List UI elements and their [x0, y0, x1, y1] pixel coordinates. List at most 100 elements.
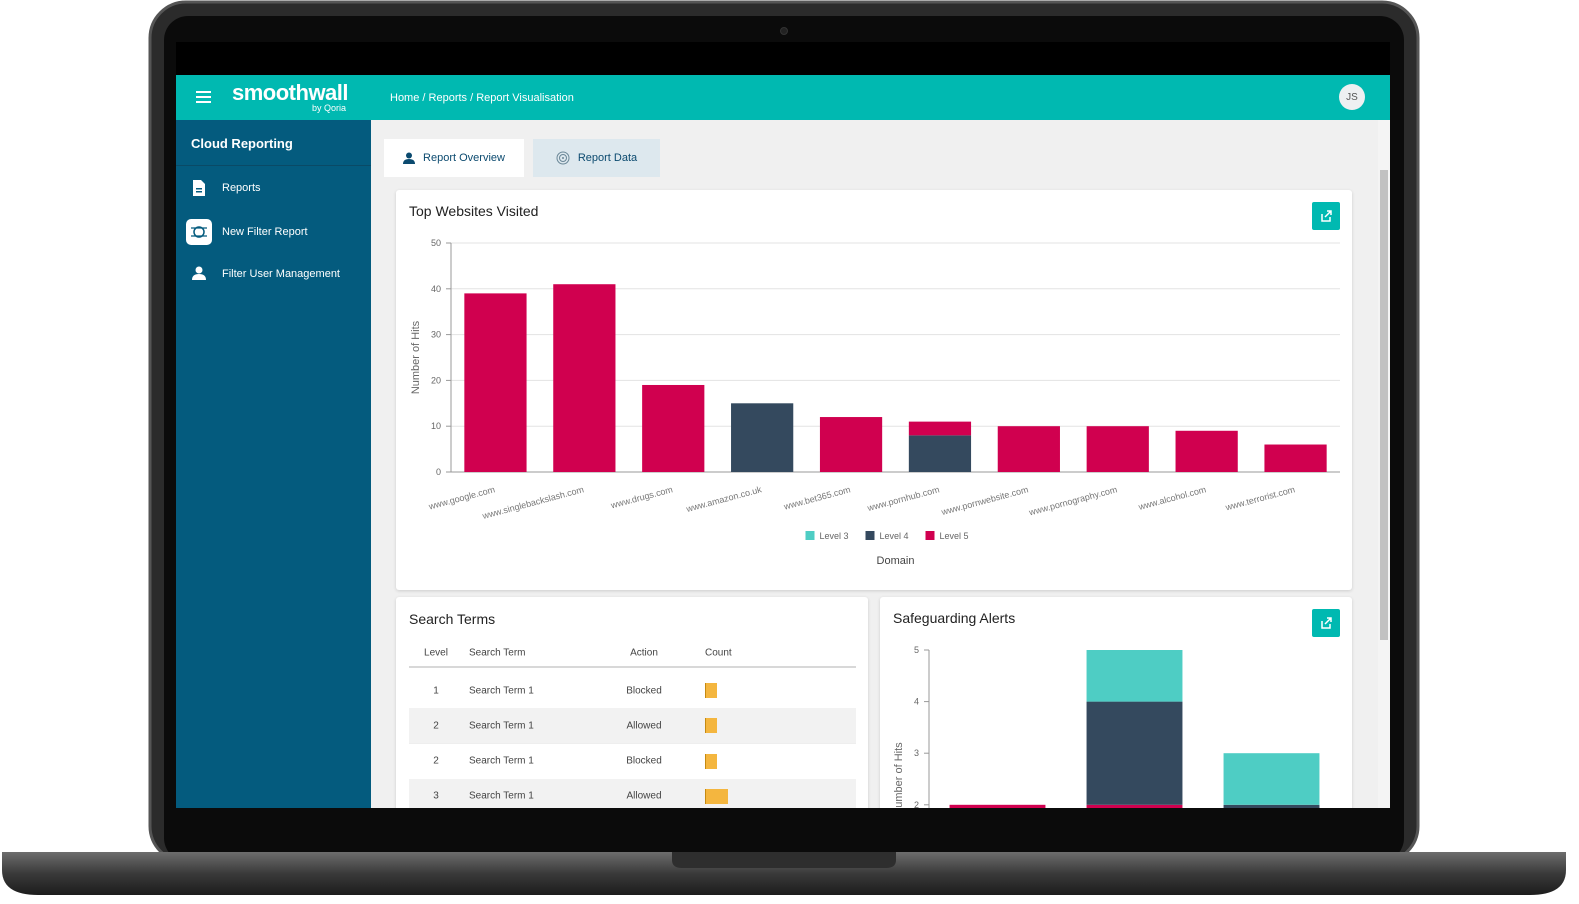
legend-swatch — [925, 531, 935, 540]
bar — [1086, 701, 1183, 805]
tab-active[interactable]: Report Overview — [384, 139, 524, 177]
reports-icon — [193, 180, 205, 196]
bar — [1086, 426, 1149, 472]
y-tick-label: 3 — [914, 748, 919, 758]
breadcrumb-link[interactable]: Home — [390, 92, 420, 104]
bar — [908, 421, 972, 436]
table-cell: 2 — [433, 720, 439, 732]
tab-icon — [556, 151, 570, 165]
x-tick-label: www.pornwebsite.com — [939, 484, 1029, 517]
x-tick-label: www.alcohol.com — [1136, 484, 1207, 512]
chart-title: Safeguarding Alerts — [893, 610, 1015, 626]
bar — [1264, 444, 1327, 472]
count-bar — [705, 753, 717, 769]
sidebar-title: Cloud Reporting — [191, 136, 293, 151]
y-axis-label: Number of Hits — [893, 742, 905, 808]
y-tick-label: 4 — [914, 697, 919, 707]
table-cell: Search Term 1 — [469, 720, 534, 732]
x-tick-label: www.google.com — [427, 484, 496, 512]
table-cell: 1 — [433, 685, 439, 696]
count-bar — [705, 788, 728, 804]
y-tick-label: 5 — [914, 645, 919, 655]
legend-label: Level 3 — [820, 531, 849, 541]
nav-item[interactable]: New Filter Report — [222, 226, 308, 238]
tab[interactable]: Report Data — [533, 139, 660, 177]
avatar[interactable]: JS — [1339, 84, 1365, 110]
header-rule — [409, 666, 856, 668]
table-cell: Allowed — [626, 720, 662, 732]
export-button[interactable] — [1312, 609, 1340, 637]
table-cell: Blocked — [626, 685, 662, 696]
bar — [553, 284, 616, 472]
x-tick-label: www.singlebackslash.com — [480, 484, 585, 521]
y-tick-label: 40 — [431, 284, 441, 294]
scrollbar[interactable] — [1378, 120, 1390, 808]
bar — [997, 426, 1060, 472]
table-cell: Search Term 1 — [469, 685, 534, 696]
bar — [642, 384, 705, 472]
bar — [949, 804, 1046, 808]
bar — [1086, 650, 1183, 702]
breadcrumb-link[interactable]: Reports — [428, 92, 468, 104]
column-header: Count — [705, 647, 732, 659]
bar — [908, 435, 972, 472]
tab-label: Report Data — [577, 152, 638, 164]
nav-item[interactable]: Filter User Management — [222, 268, 340, 280]
export-button[interactable] — [1312, 202, 1340, 230]
x-tick-label: www.pornhub.com — [865, 484, 940, 513]
brand-sub: by Qoria — [312, 103, 347, 113]
y-tick-label: 20 — [431, 375, 441, 385]
y-tick-label: 0 — [436, 467, 441, 477]
legend-swatch — [805, 531, 815, 540]
y-tick-label: 50 — [431, 238, 441, 248]
table-title: Search Terms — [409, 611, 496, 627]
count-bar — [705, 683, 717, 698]
legend-label: Level 4 — [880, 531, 909, 541]
table-cell: 3 — [433, 790, 439, 802]
bar — [1175, 430, 1238, 472]
legend-label: Level 5 — [940, 531, 969, 541]
y-axis-label: Number of Hits — [410, 320, 422, 394]
column-header: Action — [630, 647, 658, 659]
breadcrumb: Home / Reports / Report Visualisation — [390, 92, 574, 104]
menu-button[interactable] — [196, 90, 212, 104]
legend-swatch — [865, 531, 875, 540]
bar — [1223, 753, 1320, 805]
y-tick-label: 10 — [431, 421, 441, 431]
bar — [464, 293, 527, 472]
user-icon — [192, 266, 206, 280]
x-tick-label: www.terrorist.com — [1223, 484, 1296, 512]
x-tick-label: www.drugs.com — [609, 484, 674, 510]
table-cell: Search Term 1 — [469, 755, 534, 767]
top-bar: smoothwall by Qoria Home / Reports / Rep… — [176, 75, 1390, 120]
table-row — [409, 673, 856, 709]
bar — [731, 403, 794, 472]
table-row — [409, 778, 856, 808]
sidebar: Cloud Reporting Reports New Filter Repor… — [176, 120, 371, 808]
tab-icon — [403, 152, 416, 164]
table-cell: Allowed — [626, 790, 662, 802]
bar — [1086, 804, 1183, 808]
nav-item[interactable]: Reports — [222, 182, 261, 194]
x-tick-label: www.pornography.com — [1027, 484, 1118, 517]
chart-title: Top Websites Visited — [409, 203, 538, 219]
count-bar — [705, 718, 717, 734]
tab-label: Report Overview — [423, 152, 505, 164]
chart: Top Websites Visited Number of Hits 0 10 20 3… — [409, 202, 1340, 567]
filter-report-icon — [186, 219, 212, 245]
brand: smoothwall — [232, 80, 349, 105]
x-tick-label: www.bet365.com — [782, 484, 852, 512]
column-header: Level — [424, 647, 448, 659]
chart-card: Top Websites Visited Number of Hits 0 10 20 3… — [396, 190, 1352, 590]
bar — [819, 417, 883, 472]
table-card: Search Terms Level Search Term Action Count… — [396, 597, 868, 808]
x-tick-label: www.amazon.co.uk — [684, 484, 763, 514]
bar — [1223, 804, 1320, 808]
breadcrumb-current: Report Visualisation — [476, 92, 574, 104]
table-cell: 2 — [433, 755, 439, 767]
table-cell: Search Term 1 — [469, 790, 534, 802]
y-tick-label: 30 — [431, 330, 441, 340]
